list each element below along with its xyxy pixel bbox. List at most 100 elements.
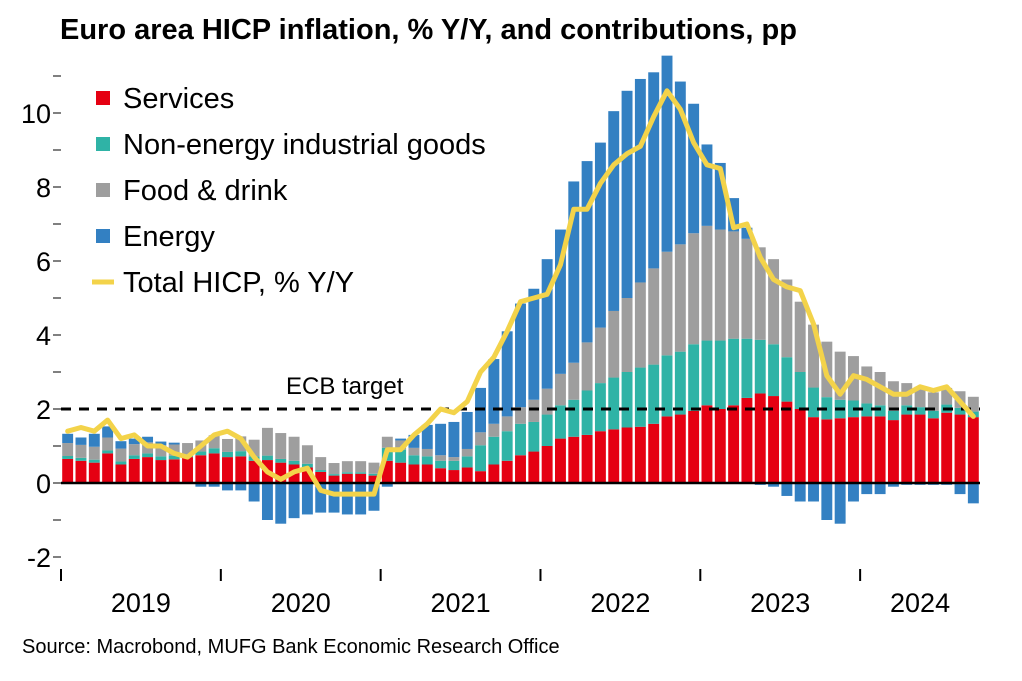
total-hicp-line (65, 88, 976, 497)
bar-services (155, 460, 167, 483)
bar-food (941, 387, 953, 405)
bar-energy (608, 111, 620, 311)
bar-energy (341, 483, 353, 515)
bar-food (754, 247, 766, 340)
bar-energy (887, 483, 899, 487)
bar-services (901, 414, 913, 483)
y-tick-label: 10 (21, 99, 51, 129)
bar-non-energy (168, 455, 180, 460)
bar-food (634, 282, 646, 368)
bar-services (927, 418, 939, 483)
bar-services (861, 416, 873, 483)
bar-non-energy (861, 403, 873, 417)
legend-total-label: Total HICP, % Y/Y (123, 267, 354, 299)
bar-non-energy (914, 407, 926, 415)
bar-services (341, 473, 353, 483)
bar-energy (408, 434, 420, 448)
bar-non-energy (208, 448, 220, 454)
bar-services (661, 416, 673, 483)
bar-food (208, 435, 220, 449)
bar-services (222, 457, 233, 483)
bar-services (168, 459, 180, 483)
bar-energy (142, 436, 154, 443)
bar-non-energy (594, 383, 606, 432)
bar-services (195, 455, 207, 483)
bar-services (275, 462, 287, 483)
bar-non-energy (115, 461, 127, 465)
bar-energy (301, 483, 313, 515)
bar-non-energy (541, 414, 553, 446)
bar-energy (275, 483, 287, 524)
bar-services (714, 409, 726, 483)
bar-non-energy (142, 453, 154, 458)
bar-non-energy (608, 377, 620, 430)
bar-services (568, 436, 580, 483)
bar-services (967, 417, 979, 483)
bar-services (768, 396, 780, 483)
bar-services (594, 431, 606, 483)
bar-food (421, 448, 433, 457)
bar-services (501, 460, 513, 483)
bar-services (648, 423, 660, 483)
bar-services (488, 464, 500, 483)
bar-energy (315, 483, 327, 513)
bar-non-energy (102, 450, 114, 454)
bar-energy (355, 483, 367, 515)
bar-food (368, 462, 380, 474)
bar-energy (794, 483, 806, 502)
bar-services (794, 409, 806, 483)
bar-food (861, 366, 873, 404)
bar-energy (488, 359, 500, 424)
bar-non-energy (88, 459, 100, 463)
bar-energy (808, 483, 819, 502)
bar-energy (102, 426, 114, 438)
chart-title: Euro area HICP inflation, % Y/Y, and con… (60, 14, 797, 46)
bar-non-energy (355, 472, 367, 474)
bar-non-energy (714, 340, 726, 409)
bar-non-energy (488, 436, 500, 465)
bar-food (155, 445, 167, 457)
bar-energy (88, 433, 100, 447)
bar-food (328, 463, 340, 475)
bar-non-energy (741, 338, 753, 398)
bar-energy (381, 483, 393, 487)
bar-services (941, 412, 953, 483)
bar-non-energy (328, 474, 340, 476)
bar-services (954, 414, 966, 483)
bar-energy (861, 483, 873, 495)
bar-food (541, 388, 553, 415)
bar-food (408, 447, 420, 456)
bar-food (701, 225, 713, 341)
bar-food (75, 444, 87, 458)
bar-food (355, 461, 367, 473)
bar-food (395, 440, 407, 450)
bar-food (794, 301, 806, 372)
bar-food (102, 437, 114, 451)
bar-food (168, 444, 180, 456)
bar-non-energy (341, 472, 353, 474)
bar-services (248, 460, 260, 483)
bar-food (381, 436, 393, 448)
bar-non-energy (661, 355, 673, 417)
bar-non-energy (75, 457, 87, 461)
bar-services (914, 414, 926, 483)
legend-energy-label: Energy (123, 221, 215, 253)
bar-services (541, 446, 553, 483)
bar-services (88, 462, 100, 483)
bar-non-energy (62, 455, 74, 459)
bar-food (248, 439, 260, 457)
bar-food (728, 231, 740, 339)
bar-food (834, 351, 846, 400)
legend-food-swatch (96, 183, 110, 197)
bar-energy (62, 433, 74, 444)
bar-food (88, 446, 100, 460)
bar-food (128, 444, 140, 456)
bar-food (967, 396, 979, 412)
bar-food (528, 399, 540, 422)
bar-food (461, 448, 473, 457)
bar-services (128, 458, 140, 483)
bar-energy (568, 181, 580, 363)
bar-non-energy (395, 449, 407, 463)
bar-services (621, 427, 633, 483)
bar-services (142, 457, 154, 483)
